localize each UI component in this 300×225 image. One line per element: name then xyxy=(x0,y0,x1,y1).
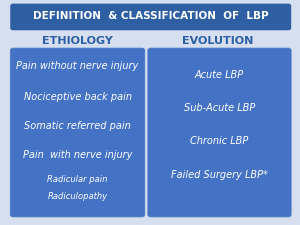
Text: Nociceptive back pain: Nociceptive back pain xyxy=(24,92,132,102)
Text: Radicular pain: Radicular pain xyxy=(47,175,108,184)
Text: Pain without nerve injury: Pain without nerve injury xyxy=(16,61,139,71)
Text: ETHIOLOGY: ETHIOLOGY xyxy=(42,36,113,46)
FancyBboxPatch shape xyxy=(10,48,145,217)
Text: EVOLUTION: EVOLUTION xyxy=(182,36,254,46)
Text: Somatic referred pain: Somatic referred pain xyxy=(24,121,131,131)
Text: Chronic LBP: Chronic LBP xyxy=(190,136,249,146)
Text: Failed Surgery LBP*: Failed Surgery LBP* xyxy=(171,170,268,180)
Text: DEFINITION  & CLASSIFICATION  OF  LBP: DEFINITION & CLASSIFICATION OF LBP xyxy=(33,11,268,21)
Text: Pain  with nerve injury: Pain with nerve injury xyxy=(23,150,132,160)
Text: Sub-Acute LBP: Sub-Acute LBP xyxy=(184,103,255,113)
Text: Radiculopathy: Radiculopathy xyxy=(47,192,108,201)
FancyBboxPatch shape xyxy=(10,4,291,30)
Text: Acute LBP: Acute LBP xyxy=(195,70,244,80)
FancyBboxPatch shape xyxy=(148,48,291,217)
